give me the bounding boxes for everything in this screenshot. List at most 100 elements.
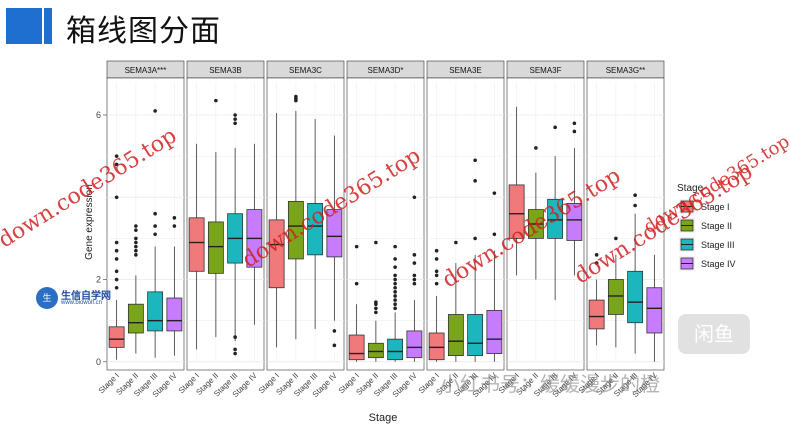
box — [307, 203, 324, 256]
outlier-point — [393, 265, 397, 269]
box — [467, 314, 484, 357]
box — [428, 332, 445, 361]
outlier-point — [412, 195, 417, 200]
logo-badge-icon: 生 — [36, 287, 58, 309]
outlier-point — [434, 281, 439, 286]
outlier-point — [393, 273, 397, 278]
outlier-point — [434, 248, 439, 253]
box — [147, 291, 164, 332]
box — [486, 309, 503, 354]
outlier-point — [354, 281, 359, 286]
facet-strip-label: SEMA3G** — [606, 66, 646, 75]
box — [348, 334, 365, 361]
box — [607, 279, 624, 315]
legend-entry-label: Stage II — [701, 221, 732, 231]
outlier-point — [572, 129, 577, 134]
legend-title: Stage — [677, 183, 704, 194]
outlier-point — [393, 290, 397, 294]
outlier-point — [374, 306, 378, 311]
outlier-point — [114, 154, 119, 158]
outlier-point — [492, 232, 497, 237]
legend-entry-label: Stage III — [701, 240, 735, 250]
outlier-point — [633, 203, 637, 208]
box — [387, 338, 404, 361]
outlier-point — [233, 347, 237, 352]
outlier-point — [114, 240, 119, 245]
outlier-point — [134, 236, 138, 241]
outlier-point — [393, 277, 397, 282]
outlier-point — [393, 294, 397, 298]
outlier-point — [434, 273, 439, 278]
outlier-point — [233, 335, 237, 339]
outlier-point — [354, 244, 359, 249]
outlier-point — [134, 244, 138, 249]
outlier-point — [332, 343, 337, 348]
outlier-point — [153, 232, 157, 237]
box — [287, 200, 304, 260]
outlier-point — [594, 261, 599, 265]
outlier-point — [332, 329, 337, 333]
outlier-point — [114, 195, 119, 200]
title-accent-block — [6, 8, 42, 44]
outlier-point — [172, 216, 177, 220]
outlier-point — [153, 224, 157, 228]
outlier-point — [134, 253, 138, 257]
outlier-point — [473, 179, 477, 183]
outlier-point — [412, 281, 417, 286]
corner-logo-icon: 闲鱼 — [678, 314, 750, 354]
facet-strip-label: SEMA3B — [209, 66, 241, 75]
outlier-point — [534, 146, 538, 150]
title-accent-stripe — [44, 8, 52, 44]
outlier-point — [454, 240, 458, 245]
y-tick-label: 6 — [96, 110, 101, 120]
outlier-point — [114, 285, 119, 290]
outlier-point — [553, 125, 557, 130]
box — [367, 342, 384, 359]
outlier-point — [134, 228, 138, 232]
outlier-point — [614, 236, 618, 241]
outlier-point — [393, 302, 397, 306]
legend: Stage Stage I Stage II Stage III Stage IV — [677, 183, 736, 271]
box — [207, 221, 224, 274]
box — [627, 270, 644, 324]
outlier-point — [393, 285, 397, 290]
outlier-point — [374, 240, 378, 245]
box — [188, 217, 205, 272]
site-logo: 生 生信自学网 www.biowolf.cn — [36, 287, 122, 313]
logo-url: www.biowolf.cn — [61, 300, 103, 306]
footer-watermark: 小红书号：缓缓漫步的橙 — [440, 372, 660, 396]
outlier-point — [172, 224, 177, 228]
outlier-point — [134, 248, 138, 253]
outlier-point — [233, 121, 237, 126]
box — [108, 326, 125, 348]
box — [547, 198, 564, 239]
outlier-point — [412, 253, 417, 257]
outlier-point — [233, 117, 237, 121]
box — [646, 287, 663, 334]
outlier-point — [393, 281, 397, 286]
outlier-point — [393, 298, 397, 302]
outlier-point — [393, 257, 397, 261]
box — [268, 219, 285, 289]
outlier-point — [153, 211, 157, 216]
box — [508, 184, 525, 239]
y-tick-label: 2 — [96, 275, 101, 285]
facet-strip-label: SEMA3F — [529, 66, 561, 75]
outlier-point — [473, 236, 477, 241]
outlier-point — [572, 121, 577, 126]
outlier-point — [412, 261, 417, 265]
outlier-point — [114, 257, 119, 261]
box — [166, 297, 183, 332]
box — [447, 314, 464, 357]
facet-strip-label: SEMA3E — [449, 66, 481, 75]
box — [588, 299, 605, 330]
outlier-point — [233, 351, 237, 356]
